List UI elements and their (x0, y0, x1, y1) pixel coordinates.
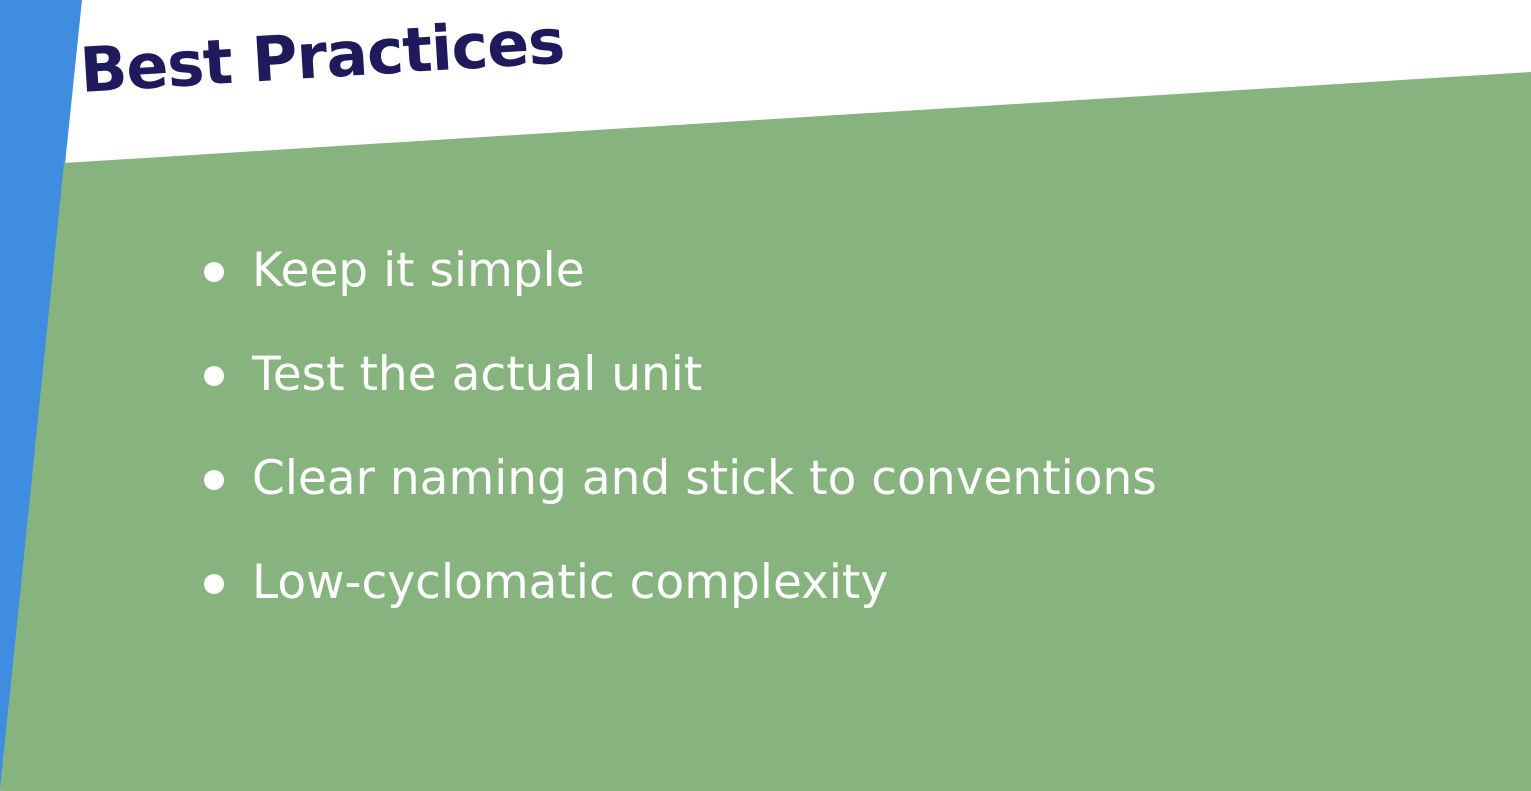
bullet-text: Test the actual unit (252, 347, 703, 402)
bullet-text: Keep it simple (252, 243, 585, 298)
bullet-dot-icon (204, 470, 224, 490)
bullet-text: Clear naming and stick to conventions (252, 451, 1157, 506)
bullet-dot-icon (204, 262, 224, 282)
bullet-dot-icon (204, 366, 224, 386)
slide-title: Best Practices (77, 4, 567, 107)
bullet-dot-icon (204, 574, 224, 594)
bullet-text: Low-cyclomatic complexity (252, 555, 889, 610)
